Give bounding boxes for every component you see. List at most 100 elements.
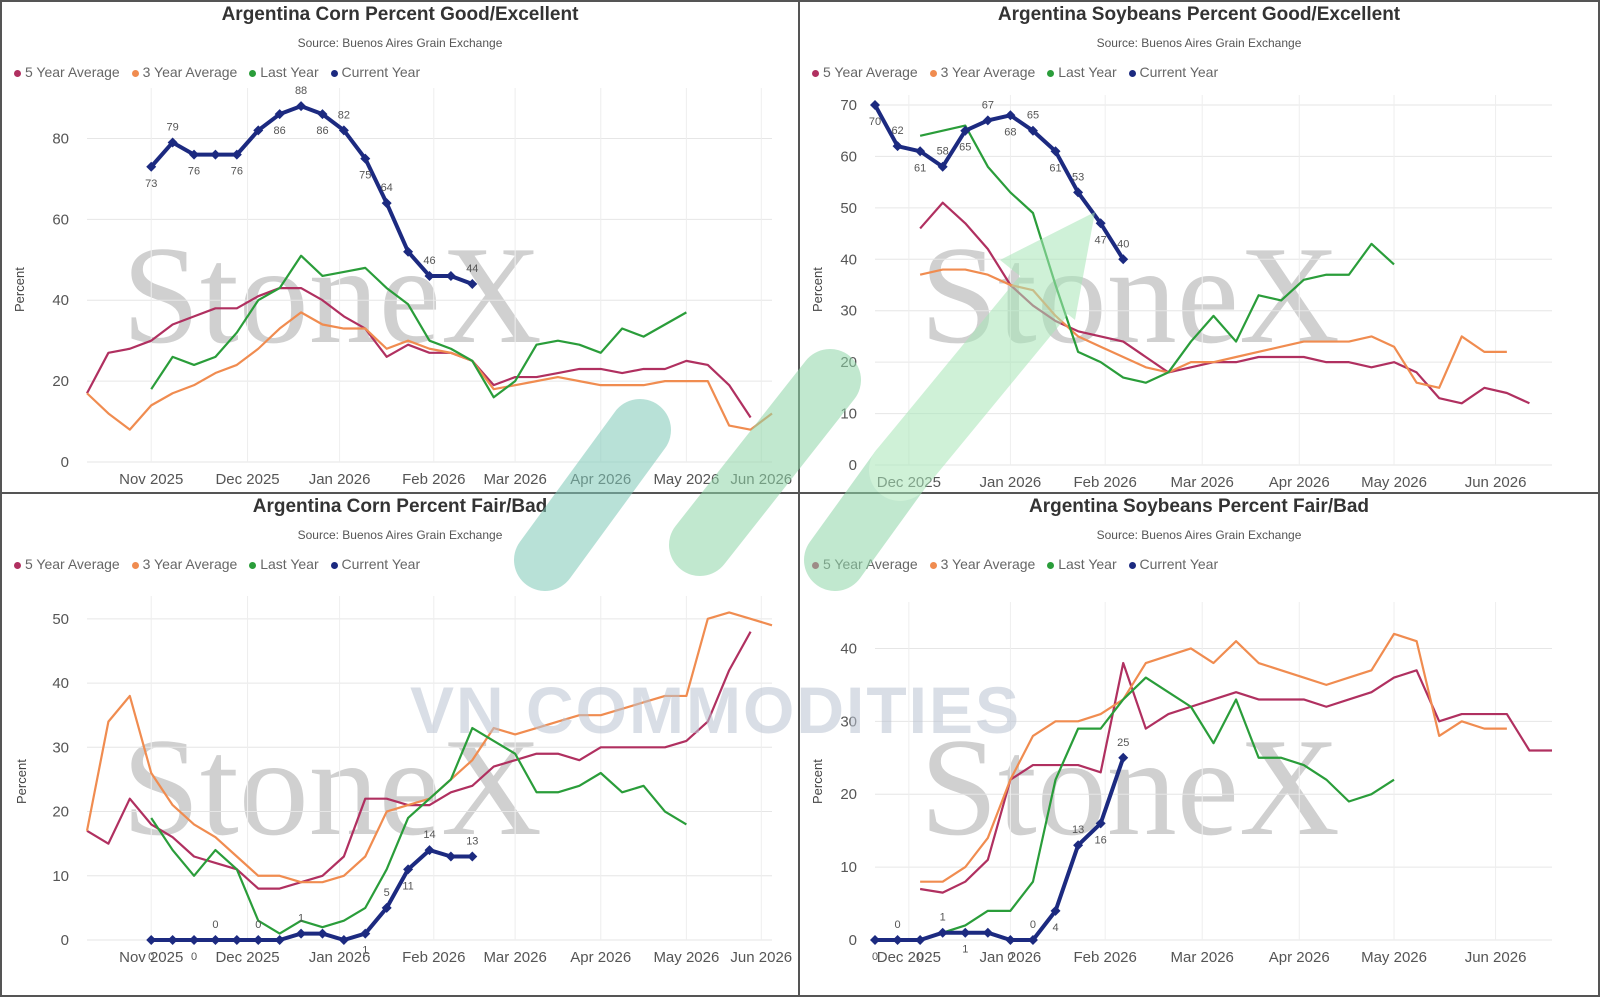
chart-panel-soy-good-excellent: StoneX 0 10 20 30 40 50 60 70 Dec 2025 Jan 2026 Feb…	[798, 0, 1600, 494]
series-line-5-year-average	[919, 661, 1552, 894]
data-point-marker	[381, 902, 392, 913]
data-point-marker	[1118, 752, 1129, 763]
y-tick-label: 70	[840, 97, 857, 114]
legend-item-last-year: Last Year	[1047, 556, 1117, 572]
data-point-marker	[982, 927, 993, 938]
data-label: 11	[402, 880, 413, 892]
stonex-watermark: StoneX	[920, 218, 1340, 373]
x-tick-label: Jun 2026	[730, 949, 792, 966]
legend-item-last-year: Last Year	[249, 64, 319, 80]
legend-item-current-year: Current Year	[1128, 556, 1218, 572]
y-axis-label: Percent	[810, 267, 825, 312]
x-tick-label: Feb 2026	[1073, 474, 1136, 491]
legend-item-5yr: 5 Year Average	[812, 556, 918, 572]
data-label: 76	[188, 166, 200, 178]
data-point-marker	[1027, 935, 1038, 945]
chart-subtitle: Source: Buenos Aires Grain Exchange	[1096, 528, 1302, 542]
x-tick-label: May 2026	[653, 471, 719, 488]
x-tick-label: Jun 2026	[1465, 474, 1527, 491]
data-label: 13	[466, 836, 478, 848]
data-label: 46	[423, 255, 435, 267]
series-line-5-year-average	[86, 286, 752, 419]
data-point-marker	[189, 149, 200, 160]
data-point-marker	[937, 161, 948, 172]
chart-legend: 5 Year Average 3 Year Average Last Year …	[812, 64, 1226, 80]
data-label: 0	[1030, 919, 1036, 931]
series-line-last-year	[150, 726, 687, 935]
data-point-marker	[403, 864, 414, 875]
data-point-marker	[210, 935, 221, 945]
x-tick-label: Apr 2026	[570, 949, 631, 966]
chart-subtitle: Source: Buenos Aires Grain Exchange	[297, 528, 503, 542]
y-tick-label: 40	[840, 640, 857, 657]
data-point-marker	[1095, 218, 1106, 229]
y-tick-label: 30	[52, 739, 69, 756]
data-label: 65	[1027, 110, 1039, 122]
chart-panel-corn-good-excellent: StoneX 0 20 40 60 80 Nov 2025 Dec 2025 Jan 2026 F…	[0, 0, 800, 494]
y-tick-label: 40	[52, 292, 69, 309]
x-tick-label: Jun 2026	[730, 471, 792, 488]
data-label: 44	[466, 263, 478, 275]
series-line-5-year-average	[86, 631, 752, 890]
data-label: 13	[1072, 824, 1084, 836]
data-point-marker	[274, 935, 285, 945]
data-label: 0	[191, 951, 197, 963]
chart-legend: 5 Year Average 3 Year Average Last Year …	[812, 556, 1226, 572]
data-label: 1	[962, 944, 968, 956]
chart-subtitle: Source: Buenos Aires Grain Exchange	[1096, 36, 1302, 50]
x-tick-label: Nov 2025	[119, 471, 183, 488]
chart-svg: StoneX 0 20 40 60 80 Nov 2025 Dec 2025 Jan 2026 F…	[52, 85, 792, 488]
x-tick-label: Dec 2025	[877, 474, 941, 491]
data-label: 68	[1004, 126, 1016, 138]
data-point-marker	[870, 100, 880, 110]
data-point-marker	[424, 270, 435, 281]
y-tick-label: 30	[840, 303, 857, 320]
legend-item-current-year: Current Year	[330, 64, 420, 80]
data-point-marker	[1050, 146, 1061, 157]
x-tick-label: Mar 2026	[1171, 474, 1234, 491]
y-tick-label: 50	[52, 611, 69, 628]
data-label: 0	[917, 951, 923, 963]
y-axis-label: Percent	[14, 759, 29, 804]
x-tick-label: Feb 2026	[402, 471, 465, 488]
data-point-marker	[360, 928, 371, 939]
data-label: 76	[231, 166, 243, 178]
data-point-marker	[403, 246, 414, 257]
data-label: 4	[1052, 922, 1058, 934]
chart-panel-soy-fair-bad: StoneX 0 10 20 30 40 Dec 2025 Jan 2026 Feb 2026 M…	[798, 492, 1600, 997]
legend-item-current-year: Current Year	[1128, 64, 1218, 80]
data-point-marker	[167, 137, 178, 148]
x-tick-label: Mar 2026	[483, 471, 546, 488]
data-label: 53	[1072, 171, 1084, 183]
data-point-marker	[189, 935, 200, 945]
data-label: 64	[381, 182, 393, 194]
data-label: 67	[982, 99, 994, 111]
y-tick-label: 0	[849, 932, 857, 949]
data-label: 58	[937, 146, 949, 158]
x-tick-label: Mar 2026	[1171, 949, 1234, 966]
x-tick-label: Mar 2026	[483, 949, 546, 966]
data-point-marker	[1095, 818, 1106, 829]
data-label: 0	[148, 951, 154, 963]
x-tick-label: May 2026	[1361, 949, 1427, 966]
data-label: 86	[274, 125, 286, 137]
y-tick-label: 30	[840, 713, 857, 730]
series-line-current-year	[149, 104, 474, 286]
chart-legend: 5 Year Average 3 Year Average Last Year …	[14, 556, 428, 572]
data-point-marker	[231, 149, 242, 160]
chart-subtitle: Source: Buenos Aires Grain Exchange	[297, 36, 503, 50]
y-axis-label: Percent	[810, 759, 825, 804]
x-tick-label: Apr 2026	[1269, 474, 1330, 491]
legend-item-5yr: 5 Year Average	[14, 64, 120, 80]
data-label: 75	[359, 170, 371, 182]
y-axis-label: Percent	[12, 267, 27, 312]
legend-item-last-year: Last Year	[249, 556, 319, 572]
y-tick-label: 10	[52, 868, 69, 885]
stonex-watermark: StoneX	[122, 218, 542, 373]
x-tick-label: Apr 2026	[1269, 949, 1330, 966]
data-point-marker	[445, 851, 456, 862]
y-tick-label: 20	[840, 786, 857, 803]
data-point-marker	[1073, 187, 1084, 198]
